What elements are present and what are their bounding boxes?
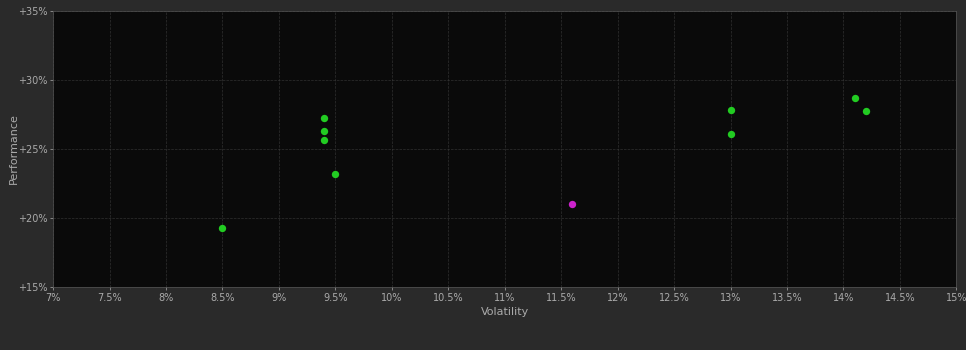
Point	[565, 201, 581, 207]
Point	[316, 138, 331, 143]
Point	[316, 116, 331, 121]
Point	[847, 95, 863, 100]
Point	[214, 225, 230, 230]
Point	[858, 108, 873, 114]
Point	[327, 171, 343, 176]
Point	[316, 128, 331, 134]
X-axis label: Volatility: Volatility	[481, 307, 528, 317]
Y-axis label: Performance: Performance	[9, 113, 18, 184]
Point	[723, 131, 738, 136]
Point	[723, 107, 738, 113]
